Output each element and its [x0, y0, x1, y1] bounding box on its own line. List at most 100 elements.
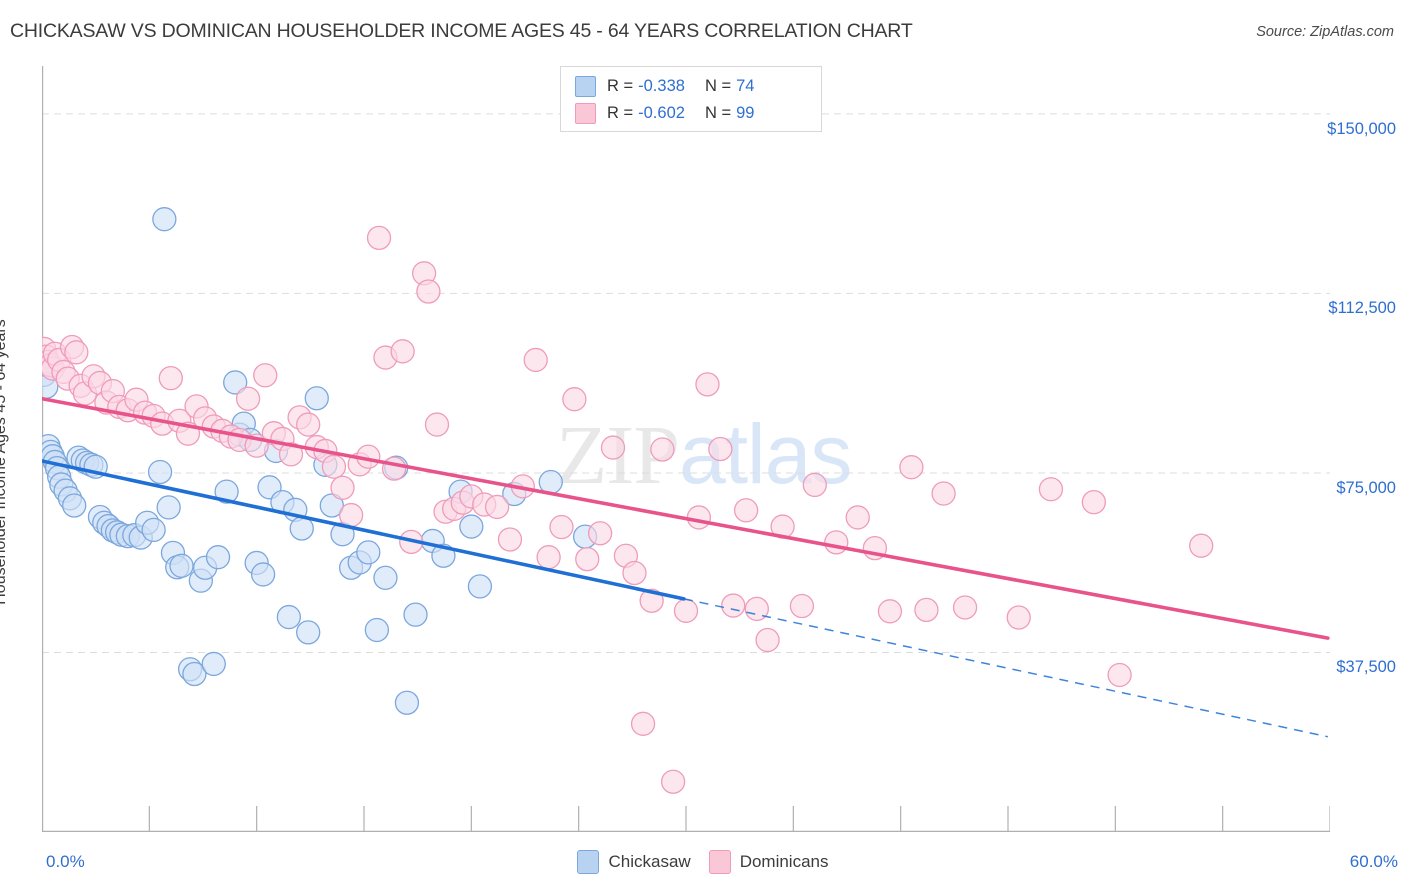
data-point-dominicans: [338, 502, 364, 528]
y-tick-label: $150,000: [1327, 119, 1396, 138]
data-point-dominicans: [562, 387, 587, 412]
data-point-dominicans: [278, 442, 304, 467]
data-point-chickasaw: [223, 370, 248, 395]
data-point-dominicans: [622, 560, 647, 586]
series-legend-item-dominicans[interactable]: Dominicans: [708, 850, 829, 874]
scatter-svg: [42, 66, 1330, 832]
data-point-dominicans: [695, 372, 720, 397]
data-point-dominicans: [1081, 489, 1107, 515]
data-point-dominicans: [744, 596, 769, 622]
data-point-chickasaw: [296, 620, 321, 645]
data-point-chickasaw: [319, 493, 344, 518]
data-point-dominicans: [253, 363, 278, 388]
data-point-dominicans: [899, 455, 924, 480]
series-legend-item-chickasaw[interactable]: Chickasaw: [577, 850, 691, 874]
y-tick-label: $112,500: [1328, 299, 1396, 318]
data-point-chickasaw: [538, 469, 563, 495]
data-point-dominicans: [1038, 477, 1064, 502]
data-point-chickasaw: [152, 207, 177, 232]
data-point-dominicans: [914, 597, 939, 623]
data-point-dominicans: [1006, 605, 1031, 630]
y-axis-title: Householder Income Ages 45 - 64 years: [0, 319, 9, 605]
data-point-dominicans: [587, 521, 613, 546]
data-point-chickasaw: [169, 553, 194, 578]
plot-area: [42, 66, 1330, 832]
data-point-chickasaw: [403, 602, 428, 627]
r-label-dominicans: R =: [607, 104, 634, 122]
data-point-dominicans: [721, 593, 746, 618]
data-point-chickasaw: [147, 459, 173, 485]
x-tick-label-max: 60.0%: [1349, 852, 1398, 871]
legend-row-chickasaw: R = -0.338 N = 74: [575, 73, 811, 100]
data-point-dominicans: [824, 530, 849, 555]
r-value-chickasaw: -0.338: [638, 77, 685, 95]
data-point-dominicans: [802, 472, 827, 498]
data-point-dominicans: [708, 436, 733, 462]
data-point-chickasaw: [289, 516, 314, 541]
series-swatch-chickasaw-icon: [577, 850, 600, 874]
data-point-dominicans: [484, 494, 510, 520]
data-point-chickasaw: [304, 386, 329, 411]
x-tick-label-min: 0.0%: [46, 852, 85, 871]
data-point-chickasaw: [141, 517, 166, 543]
data-point-dominicans: [952, 595, 978, 620]
legend-swatch-dominicans-icon: [575, 103, 596, 124]
page-title: CHICKASAW VS DOMINICAN HOUSEHOLDER INCOM…: [10, 20, 913, 42]
data-point-chickasaw: [205, 545, 231, 570]
data-point-dominicans: [845, 505, 870, 530]
trendline-extension-chickasaw: [683, 598, 1329, 738]
data-point-dominicans: [330, 475, 355, 500]
legend-swatch-chickasaw-icon: [575, 76, 596, 97]
data-point-dominicans: [64, 340, 89, 365]
data-point-dominicans: [686, 505, 712, 530]
data-point-chickasaw: [62, 493, 87, 518]
data-point-dominicans: [650, 437, 675, 462]
data-point-dominicans: [1189, 533, 1214, 558]
correlation-legend: R = -0.338 N = 74 R = -0.602 N = 99: [560, 66, 822, 132]
n-label-dominicans: N =: [704, 104, 732, 122]
data-point-dominicans: [639, 588, 664, 613]
data-point-chickasaw: [356, 540, 381, 565]
data-point-dominicans: [600, 435, 626, 460]
r-label-chickasaw: R =: [607, 77, 634, 95]
source-attribution: Source: ZipAtlas.com: [1256, 24, 1394, 40]
trendlines-layer: [42, 396, 1330, 738]
data-point-dominicans: [158, 365, 183, 391]
data-point-dominicans: [673, 598, 699, 623]
data-point-chickasaw: [276, 604, 302, 630]
data-point-dominicans: [630, 711, 656, 736]
data-point-dominicans: [321, 454, 347, 479]
trendline-chickasaw: [42, 459, 686, 601]
data-point-chickasaw: [394, 690, 420, 715]
points-layer: [42, 207, 1214, 794]
data-point-dominicans: [497, 527, 523, 552]
data-point-dominicans: [549, 514, 574, 540]
data-point-dominicans: [390, 339, 415, 364]
data-point-chickasaw: [182, 661, 207, 687]
data-point-dominicans: [381, 456, 407, 481]
data-point-dominicans: [1107, 662, 1132, 688]
data-point-dominicans: [575, 546, 600, 572]
legend-row-dominicans: R = -0.602 N = 99: [575, 100, 811, 127]
data-point-dominicans: [931, 481, 956, 506]
data-point-dominicans: [424, 412, 450, 437]
data-point-dominicans: [755, 627, 780, 653]
data-point-chickasaw: [250, 562, 276, 587]
r-value-dominicans: -0.602: [638, 104, 685, 122]
data-point-dominicans: [877, 599, 903, 624]
data-point-dominicans: [416, 279, 441, 304]
series-label-dominicans: Dominicans: [739, 852, 829, 871]
n-value-chickasaw: 74: [736, 77, 755, 95]
data-point-dominicans: [523, 347, 548, 373]
data-point-chickasaw: [459, 514, 484, 539]
data-point-dominicans: [366, 225, 392, 251]
series-label-chickasaw: Chickasaw: [608, 852, 691, 871]
data-point-chickasaw: [364, 617, 390, 643]
data-point-dominicans: [296, 412, 321, 437]
data-point-dominicans: [789, 593, 815, 619]
series-swatch-dominicans-icon: [708, 850, 731, 874]
y-tick-label: $37,500: [1336, 658, 1396, 677]
data-point-dominicans: [660, 769, 686, 794]
data-point-dominicans: [733, 498, 759, 523]
